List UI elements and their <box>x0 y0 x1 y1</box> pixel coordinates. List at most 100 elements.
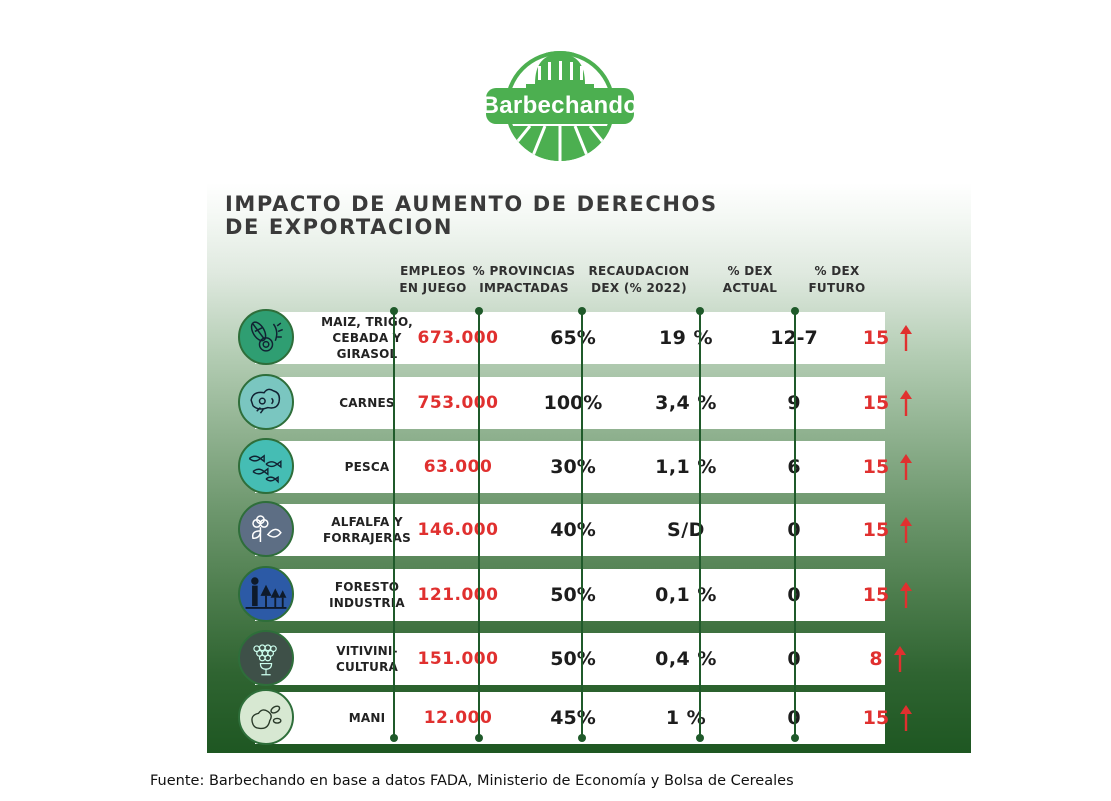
dex-futuro-value: 15 <box>862 707 890 729</box>
recaudacion-value: 0,1 % <box>655 584 717 606</box>
empleos-value: 121.000 <box>417 585 499 605</box>
column-divider <box>794 311 796 737</box>
table-row: CARNES 753.000 100% 3,4 % 9 15 <box>238 374 913 430</box>
header-empleos: EMPLEOS EN JUEGO <box>379 263 487 297</box>
header-dex-futuro-line-2: FUTURO <box>808 281 866 295</box>
divider-dot <box>390 307 398 315</box>
provincias-value: 50% <box>550 648 596 670</box>
dex-actual-value: 0 <box>745 692 843 744</box>
capitol-dome-icon <box>486 51 634 161</box>
arrow-up-icon <box>900 325 913 351</box>
divider-dot <box>791 307 799 315</box>
dex-futuro-cell: 15 <box>843 377 933 429</box>
provincias-value: 40% <box>550 519 596 541</box>
column-divider <box>699 311 701 737</box>
provincias-value: 65% <box>550 327 596 349</box>
dex-futuro-value: 15 <box>862 584 890 606</box>
grapes-icon <box>238 630 294 686</box>
category-label: VITIVINI- CULTURA <box>335 644 399 674</box>
empleos-value: 146.000 <box>417 520 499 540</box>
category-label: CARNES <box>339 396 395 410</box>
empleos-value: 673.000 <box>417 328 499 348</box>
header-dex-actual-line-2: ACTUAL <box>722 281 778 295</box>
table-row: VITIVINI-CULTURA 151.000 50% 0,4 % 0 8 <box>238 630 906 686</box>
column-divider <box>478 311 480 737</box>
divider-dot <box>791 734 799 742</box>
empleos-value: 151.000 <box>417 649 499 669</box>
dex-actual-value: 0 <box>745 633 843 685</box>
category-label: MANI <box>348 711 386 725</box>
dex-futuro-value: 15 <box>862 392 890 414</box>
barbechando-logo: Barbechando <box>480 18 640 163</box>
arrow-up-icon <box>900 582 913 608</box>
dex-futuro-cell: 15 <box>843 312 933 364</box>
provincias-value: 100% <box>543 392 603 414</box>
header-dex-futuro-line-1: % DEX <box>814 264 860 278</box>
recaudacion-value: 19 % <box>658 327 714 349</box>
fish-icon <box>238 438 294 494</box>
arrow-up-icon <box>893 646 906 672</box>
header-dex-actual-line-1: % DEX <box>727 264 773 278</box>
category-label: FORESTO INDUSTRIA <box>329 580 405 610</box>
provincias-value: 45% <box>550 707 596 729</box>
arrow-up-icon <box>900 390 913 416</box>
header-recaudacion-line-2: DEX (% 2022) <box>591 281 687 295</box>
dex-actual-value: 0 <box>745 504 843 556</box>
title-line-1: IMPACTO DE AUMENTO DE DERECHOS <box>225 192 718 216</box>
header-dex-actual: % DEX ACTUAL <box>696 263 804 297</box>
column-divider <box>581 311 583 737</box>
title-line-2: DE EXPORTACION <box>225 215 454 239</box>
header-dex-futuro: % DEX FUTURO <box>783 263 891 297</box>
arrow-up-icon <box>900 517 913 543</box>
empleos-value: 63.000 <box>423 457 493 477</box>
divider-dot <box>390 734 398 742</box>
header-provincias: % PROVINCIAS IMPACTADAS <box>470 263 578 297</box>
recaudacion-value: S/D <box>667 519 705 541</box>
table-row: MAIZ, TRIGO, CEBADA Y GIRASOL 673.000 65% … <box>238 309 913 365</box>
dex-futuro-cell: 15 <box>843 441 933 493</box>
empleos-value: 12.000 <box>423 708 493 728</box>
table-row: MANI 12.000 45% 1 % 0 15 <box>238 689 913 745</box>
source-caption: Fuente: Barbechando en base a datos FADA… <box>150 773 794 789</box>
recaudacion-value: 1,1 % <box>655 456 717 478</box>
recaudacion-value: 0,4 % <box>655 648 717 670</box>
infographic-panel: IMPACTO DE AUMENTO DE DERECHOS DE EXPORT… <box>207 183 971 753</box>
provincias-value: 50% <box>550 584 596 606</box>
dex-futuro-value: 15 <box>862 456 890 478</box>
category-label: MAIZ, TRIGO, CEBADA Y GIRASOL <box>321 315 413 361</box>
infographic-title: IMPACTO DE AUMENTO DE DERECHOS DE EXPORT… <box>225 193 718 239</box>
peanut-icon <box>238 689 294 745</box>
arrow-up-icon <box>900 454 913 480</box>
dex-futuro-cell: 15 <box>843 504 933 556</box>
header-empleos-line-1: EMPLEOS <box>400 264 466 278</box>
header-provincias-line-2: IMPACTADAS <box>479 281 569 295</box>
header-provincias-line-1: % PROVINCIAS <box>472 264 576 278</box>
forest-icon <box>238 566 294 622</box>
grains-icon <box>238 309 294 365</box>
dex-futuro-cell: 15 <box>843 692 933 744</box>
divider-dot <box>475 734 483 742</box>
header-empleos-line-2: EN JUEGO <box>399 281 467 295</box>
logo-text: Barbechando <box>481 92 639 119</box>
header-recaudacion-line-1: RECAUDACION <box>588 264 690 278</box>
header-recaudacion: RECAUDACION DEX (% 2022) <box>585 263 693 297</box>
category-label: ALFALFA Y FORRAJERAS <box>323 515 411 545</box>
meat-icon <box>238 374 294 430</box>
column-divider <box>393 311 395 737</box>
table-row: PESCA 63.000 30% 1,1 % 6 15 <box>238 438 913 494</box>
category-label: PESCA <box>344 460 390 474</box>
dex-actual-value: 0 <box>745 569 843 621</box>
divider-dot <box>696 734 704 742</box>
dex-futuro-value: 15 <box>862 519 890 541</box>
dex-actual-value: 9 <box>745 377 843 429</box>
arrow-up-icon <box>900 705 913 731</box>
provincias-value: 30% <box>550 456 596 478</box>
dex-actual-value: 12-7 <box>745 312 843 364</box>
empleos-value: 753.000 <box>417 393 499 413</box>
alfalfa-icon <box>238 501 294 557</box>
divider-dot <box>578 734 586 742</box>
dex-futuro-value: 15 <box>862 327 890 349</box>
recaudacion-value: 1 % <box>665 707 707 729</box>
